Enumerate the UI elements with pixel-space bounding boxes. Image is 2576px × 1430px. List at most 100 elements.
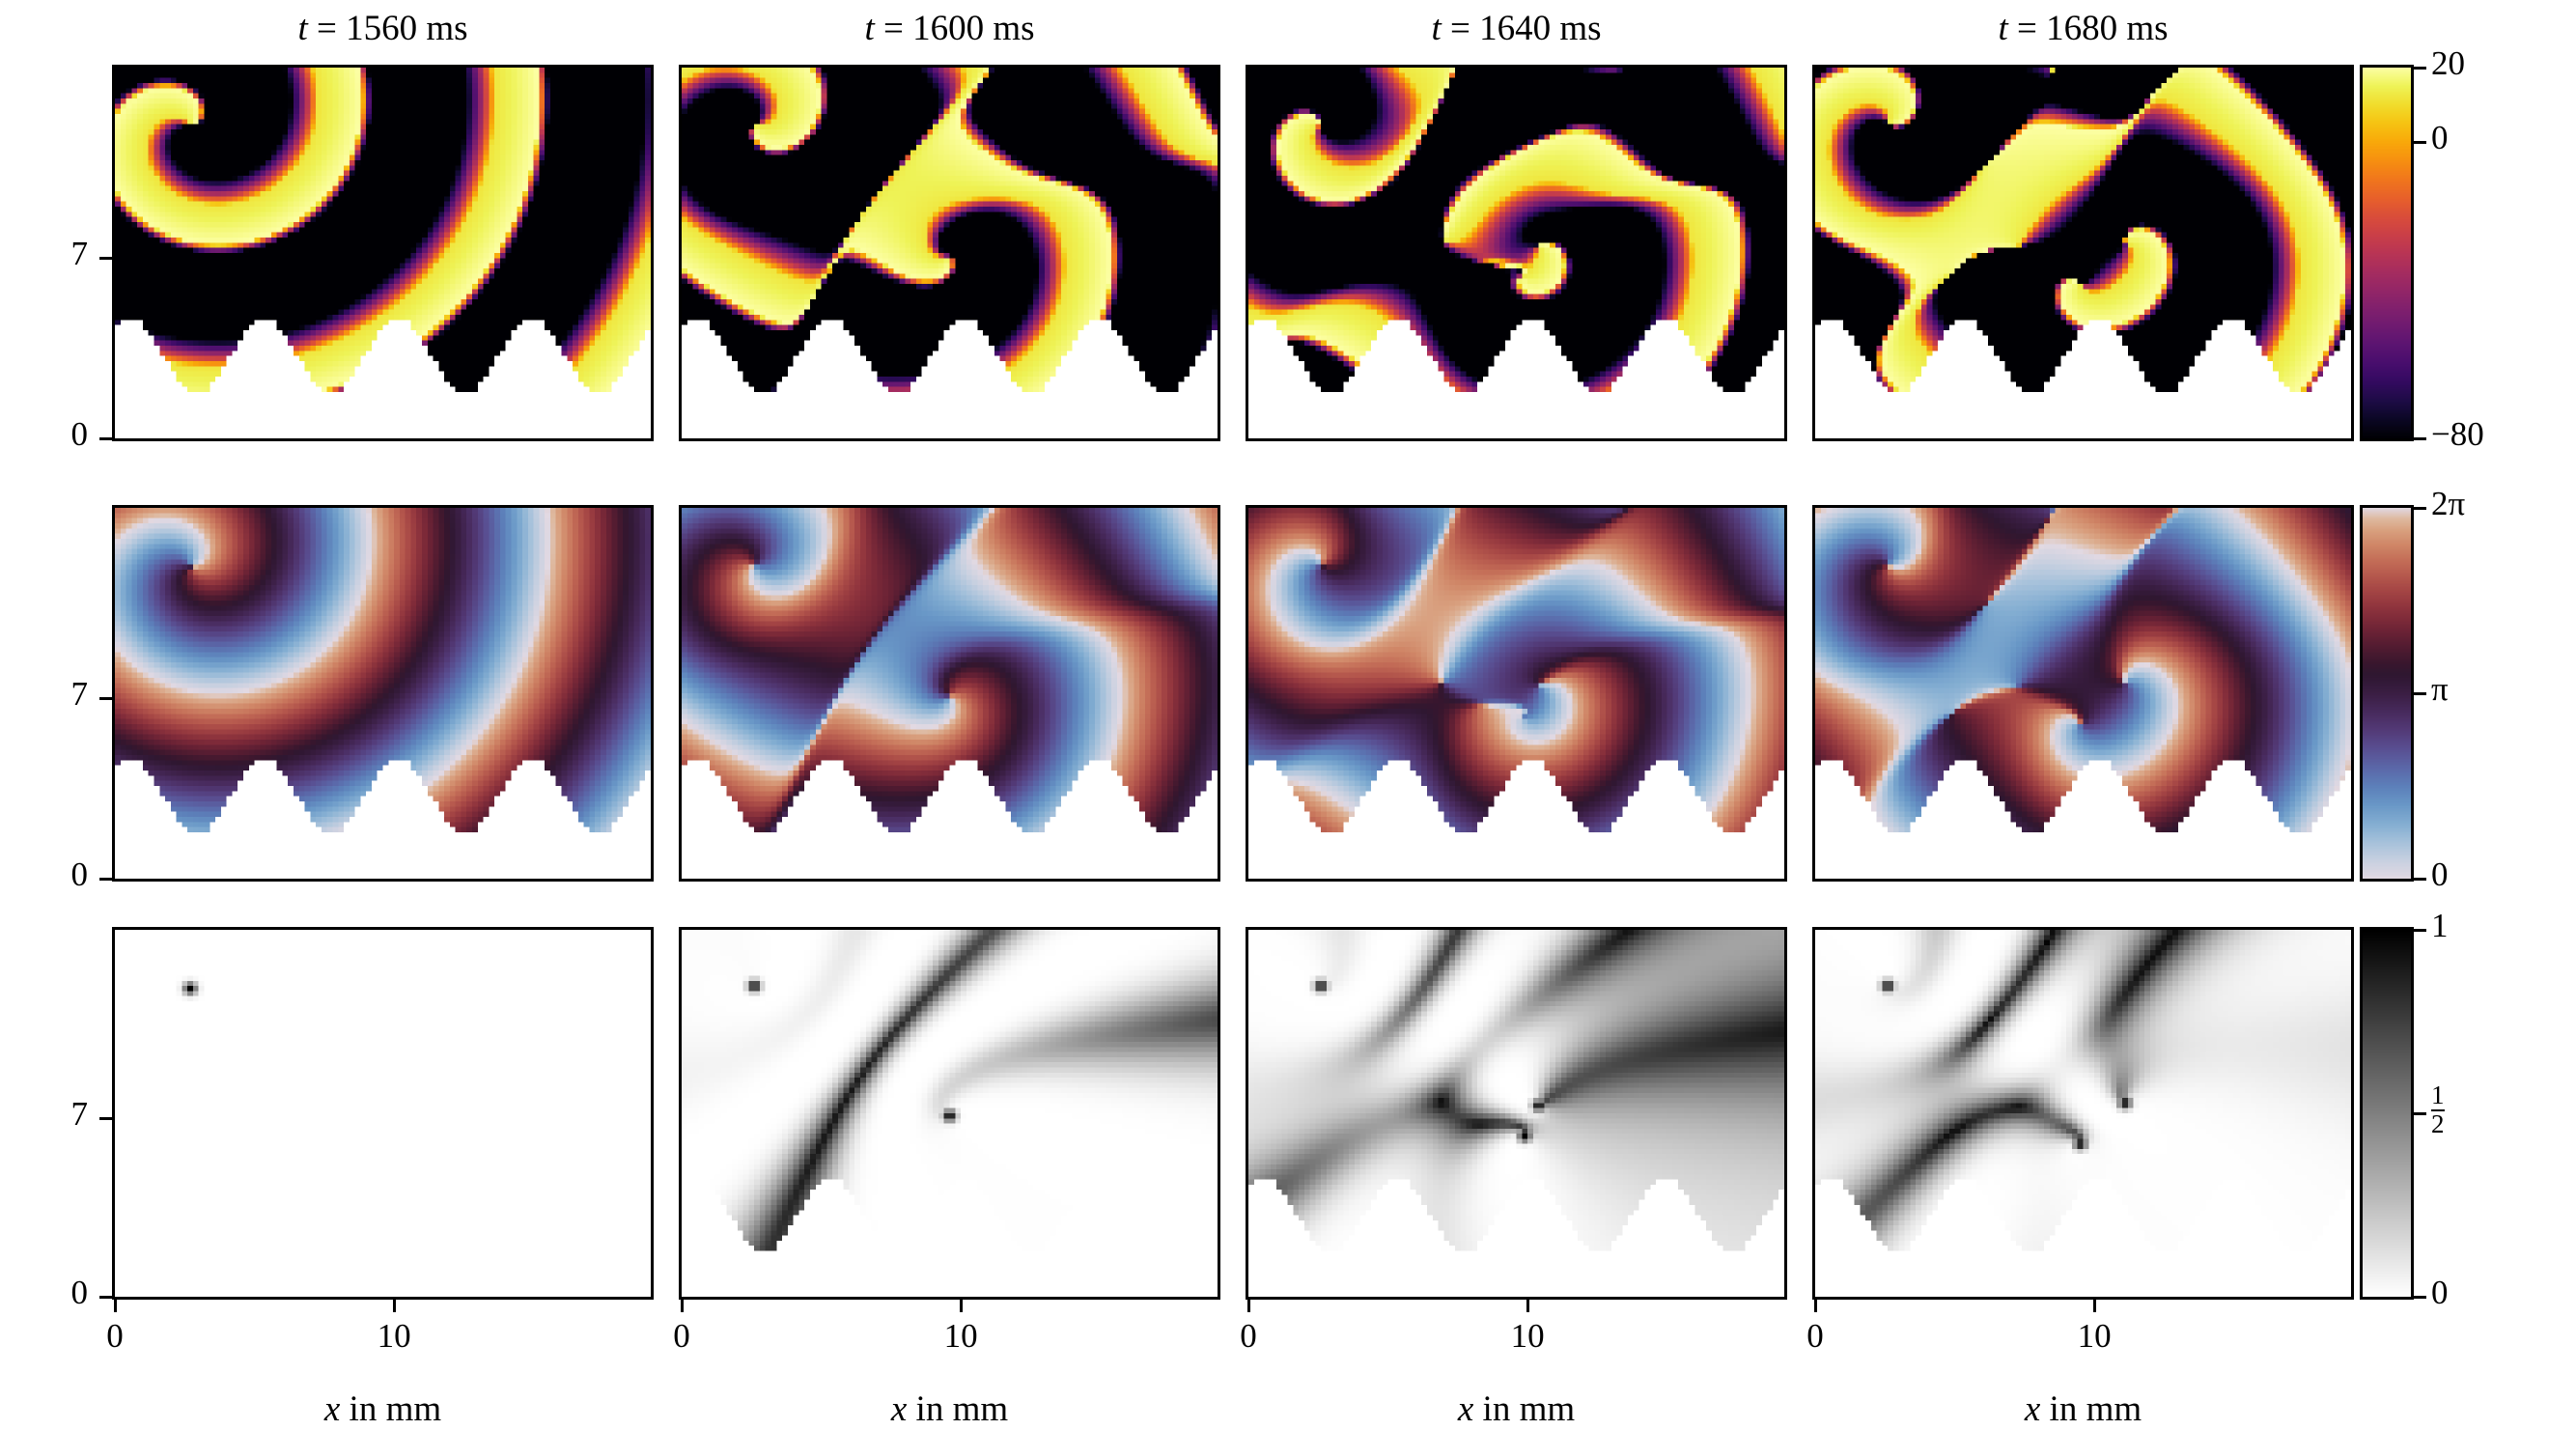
- x-tickmark: [2093, 1300, 2097, 1312]
- x-tickmark: [960, 1300, 964, 1312]
- x-tick-label: 10: [377, 1317, 411, 1355]
- colorbar-tickmark-voltage: [2414, 140, 2426, 144]
- heatmap-voltage-1680: [1815, 68, 2351, 438]
- x-axis-label: x in mm: [679, 1388, 1220, 1430]
- column-title-1560: t = 1560 ms: [112, 8, 654, 49]
- title-time-value: 1600: [912, 9, 985, 48]
- panel-voltage-1680: [1812, 65, 2354, 441]
- colorbar-phase: [2360, 505, 2414, 882]
- x-tick-label: 0: [1806, 1317, 1824, 1355]
- column-title-1680: t = 1680 ms: [1812, 8, 2354, 49]
- x-axis-label: x in mm: [1246, 1388, 1787, 1430]
- x-tickmark: [114, 1300, 117, 1312]
- title-time-value: 1680: [2046, 9, 2118, 48]
- panel-defect-1600: [679, 927, 1220, 1300]
- colorbar-tickmark-defect: [2414, 1296, 2426, 1299]
- y-tick-label: 0: [70, 855, 89, 893]
- x-tickmark: [1526, 1300, 1530, 1312]
- y-tickmark: [99, 437, 112, 440]
- title-equals: =: [1441, 9, 1480, 48]
- heatmap-phase-1680: [1815, 508, 2351, 879]
- x-tick-label: 10: [1510, 1317, 1545, 1355]
- x-axis-label: x in mm: [1812, 1388, 2354, 1430]
- title-time-unit: ms: [1551, 9, 1602, 48]
- fraction-denominator: 2: [2431, 1108, 2445, 1138]
- title-time-unit: ms: [984, 9, 1035, 48]
- y-tickmark: [99, 697, 112, 701]
- panel-phase-1600: [679, 505, 1220, 882]
- x-tickmark: [1247, 1300, 1250, 1312]
- y-tickmark: [99, 257, 112, 261]
- panel-phase-1640: [1246, 505, 1787, 882]
- y-tick-label: 7: [70, 675, 89, 714]
- x-axis-label-rest: in mm: [907, 1389, 1009, 1429]
- colorbar-tickmark-defect: [2414, 929, 2426, 932]
- x-tick-label: 0: [673, 1317, 690, 1355]
- x-tickmark: [1814, 1300, 1817, 1312]
- colorbar-tick-label-phase: 2π: [2431, 485, 2466, 522]
- colorbar-tickmark-defect: [2414, 1112, 2426, 1115]
- title-time-value: 1640: [1479, 9, 1552, 48]
- panel-defect-1640: [1246, 927, 1787, 1300]
- heatmap-defect-1640: [1248, 930, 1784, 1297]
- title-equals: =: [307, 9, 347, 48]
- heatmap-phase-1600: [682, 508, 1218, 879]
- title-variable-t: t: [864, 9, 875, 48]
- panel-defect-1680: [1812, 927, 2354, 1300]
- heatmap-voltage-1640: [1248, 68, 1784, 438]
- panel-phase-1560: [112, 505, 654, 882]
- colorbar-gradient-phase: [2363, 508, 2411, 879]
- x-tickmark: [681, 1300, 684, 1312]
- colorbar-voltage: [2360, 65, 2414, 441]
- title-variable-t: t: [1431, 9, 1442, 48]
- x-axis-label-variable: x: [890, 1389, 908, 1429]
- x-axis-label-variable: x: [2024, 1389, 2041, 1429]
- y-tickmark: [99, 1117, 112, 1121]
- title-time-value: 1560: [346, 9, 418, 48]
- column-title-1600: t = 1600 ms: [679, 8, 1220, 49]
- x-axis-label-variable: x: [1457, 1389, 1474, 1429]
- colorbar-tickmark-phase: [2414, 507, 2426, 510]
- y-tick-label: 7: [70, 235, 89, 273]
- panel-defect-1560: [112, 927, 654, 1300]
- y-tick-label: 0: [70, 415, 89, 453]
- panel-voltage-1640: [1246, 65, 1787, 441]
- x-axis-label-rest: in mm: [2040, 1389, 2142, 1429]
- title-equals: =: [874, 9, 913, 48]
- colorbar-tick-label-defect: 1: [2431, 907, 2449, 944]
- y-tick-label: 7: [70, 1095, 89, 1134]
- colorbar-tick-label-defect: 0: [2431, 1274, 2449, 1311]
- panel-voltage-1560: [112, 65, 654, 441]
- title-equals: =: [2007, 9, 2047, 48]
- colorbar-tick-label-voltage: 20: [2431, 44, 2465, 82]
- fraction-numerator: 1: [2431, 1080, 2445, 1109]
- colorbar-tick-label-voltage: 0: [2431, 118, 2449, 156]
- heatmap-voltage-1600: [682, 68, 1218, 438]
- title-variable-t: t: [1998, 9, 2008, 48]
- x-tick-label: 0: [1240, 1317, 1257, 1355]
- colorbar-tick-label-phase: 0: [2431, 855, 2449, 893]
- y-tickmark: [99, 878, 112, 881]
- colorbar-tickmark-phase: [2414, 692, 2426, 695]
- colorbar-defect: [2360, 927, 2414, 1300]
- y-tickmark: [99, 1296, 112, 1299]
- title-time-unit: ms: [417, 9, 468, 48]
- colorbar-tick-label-phase: π: [2431, 670, 2449, 708]
- heatmap-defect-1680: [1815, 930, 2351, 1297]
- colorbar-gradient-defect: [2363, 930, 2411, 1297]
- heatmap-phase-1640: [1248, 508, 1784, 879]
- x-tickmark: [393, 1300, 397, 1312]
- title-variable-t: t: [297, 9, 308, 48]
- heatmap-defect-1560: [115, 930, 651, 1297]
- title-time-unit: ms: [2117, 9, 2169, 48]
- heatmap-phase-1560: [115, 508, 651, 879]
- colorbar-tickmark-phase: [2414, 878, 2426, 881]
- panel-voltage-1600: [679, 65, 1220, 441]
- column-title-1640: t = 1640 ms: [1246, 8, 1787, 49]
- x-axis-label-rest: in mm: [340, 1389, 442, 1429]
- x-axis-label-variable: x: [323, 1389, 341, 1429]
- x-tick-label: 0: [106, 1317, 124, 1355]
